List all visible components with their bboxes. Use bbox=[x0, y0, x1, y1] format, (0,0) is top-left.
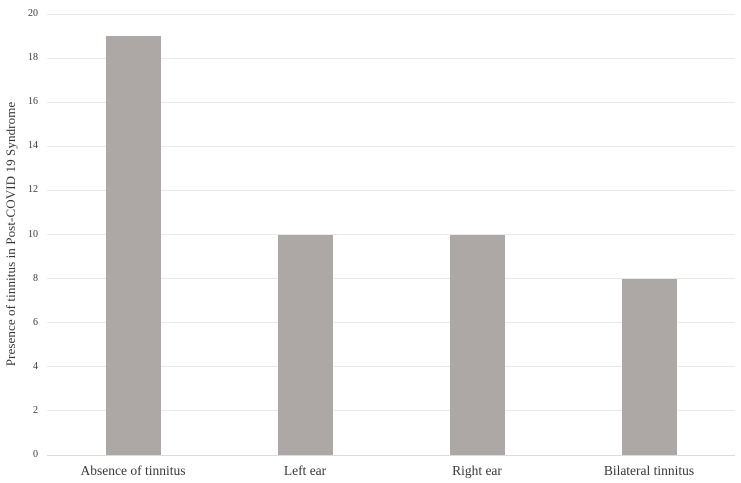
gridline bbox=[47, 410, 735, 412]
gridline bbox=[47, 322, 735, 324]
x-tick-label: Absence of tinnitus bbox=[80, 463, 186, 478]
x-tick-label: Bilateral tinnitus bbox=[603, 463, 695, 478]
gridline bbox=[47, 145, 735, 147]
y-tick-label: 2 bbox=[33, 404, 38, 416]
gridline bbox=[47, 101, 735, 103]
gridline bbox=[47, 278, 735, 280]
bar bbox=[621, 278, 677, 455]
y-tick-label: 14 bbox=[28, 140, 38, 152]
y-tick-label: 8 bbox=[33, 272, 38, 284]
gridline bbox=[47, 57, 735, 59]
bar bbox=[105, 36, 161, 455]
x-tick-label: Right ear bbox=[452, 463, 502, 478]
plot-area: 0 2 4 6 8 10 12 14 16 18 20 Absence of tinnitus Left… bbox=[28, 9, 735, 478]
bar bbox=[277, 234, 333, 455]
x-axis-baseline bbox=[47, 454, 735, 456]
y-tick-label: 16 bbox=[28, 96, 38, 108]
y-tick-label: 18 bbox=[28, 52, 38, 64]
y-tick-label: 6 bbox=[33, 316, 38, 328]
y-tick-label: 10 bbox=[28, 228, 38, 240]
gridline bbox=[47, 366, 735, 368]
y-tick-label: 20 bbox=[28, 8, 38, 19]
y-tick-label: 4 bbox=[33, 360, 38, 372]
gridline bbox=[47, 13, 735, 15]
y-axis-title: Presence of tinnitus in Post-COVID 19 Sy… bbox=[3, 101, 18, 367]
gridline bbox=[47, 234, 735, 235]
y-tick-label: 12 bbox=[28, 184, 38, 196]
x-tick-label: Left ear bbox=[283, 463, 327, 478]
bar bbox=[449, 234, 505, 455]
y-tick-label: 0 bbox=[33, 449, 38, 460]
gridline bbox=[47, 189, 735, 191]
